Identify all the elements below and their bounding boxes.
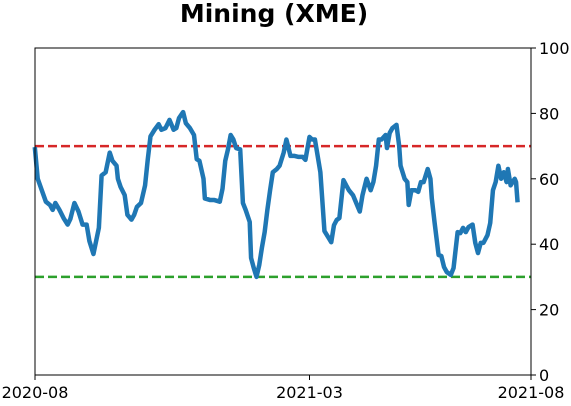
y-tick-label: 0 (539, 366, 549, 385)
y-tick-label: 20 (539, 301, 559, 320)
x-tick-label: 2021-08 (498, 383, 565, 402)
x-tick-label: 2021-03 (276, 383, 343, 402)
plot-frame (34, 47, 532, 376)
x-tick-label: 2020-08 (2, 383, 69, 402)
y-tick-label: 40 (539, 235, 559, 254)
chart-title: Mining (XME) (180, 0, 368, 28)
y-tick-label: 100 (539, 39, 570, 58)
data-line (32, 109, 520, 280)
y-tick-label: 60 (539, 170, 559, 189)
y-tick-label: 80 (539, 104, 559, 123)
